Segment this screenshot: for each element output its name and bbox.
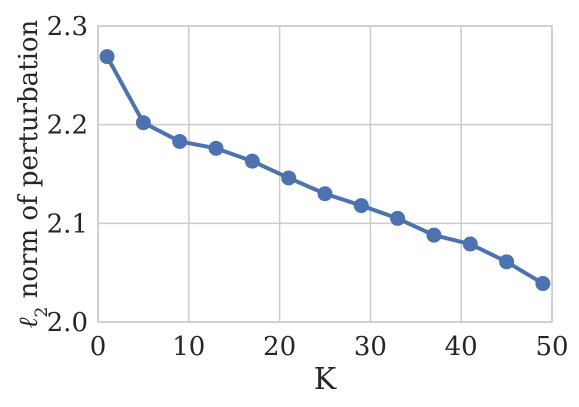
data-point xyxy=(390,210,406,226)
x-tick-label: 40 xyxy=(445,332,478,362)
x-tick-label: 10 xyxy=(172,332,205,362)
y-axis-label-text: norm of perturbation xyxy=(14,19,44,306)
data-point xyxy=(499,254,515,270)
data-point xyxy=(208,140,224,156)
data-point xyxy=(535,276,551,292)
x-tick-label: 50 xyxy=(535,332,568,362)
data-point xyxy=(99,49,115,65)
y-axis-label-symbol: ℓ xyxy=(14,317,44,328)
data-point xyxy=(172,133,188,149)
data-point xyxy=(462,236,478,252)
grid-lines xyxy=(97,25,553,323)
y-tick-label: 2.2 xyxy=(47,111,88,141)
data-point xyxy=(281,170,297,186)
data-point xyxy=(353,198,369,214)
y-tick-label: 2.0 xyxy=(47,308,88,338)
series-line xyxy=(105,54,545,286)
x-tick-label: 20 xyxy=(263,332,296,362)
y-axis-label: ℓ2 norm of perturbation xyxy=(14,19,52,328)
x-tick-labels: 0 10 20 30 40 50 xyxy=(90,332,569,362)
y-tick-labels: 2.0 2.1 2.2 2.3 xyxy=(47,12,88,338)
x-tick-label: 0 xyxy=(90,332,107,362)
data-point xyxy=(135,115,151,131)
y-tick-label: 2.1 xyxy=(47,209,88,239)
y-axis-label-subscript: 2 xyxy=(32,307,52,318)
x-tick-label: 30 xyxy=(354,332,387,362)
x-axis-label: K xyxy=(314,362,337,397)
y-tick-label: 2.3 xyxy=(47,12,88,42)
data-point xyxy=(426,227,442,243)
plot-frame xyxy=(97,25,553,323)
data-point xyxy=(317,186,333,202)
data-series xyxy=(99,49,551,292)
data-point xyxy=(244,153,260,169)
